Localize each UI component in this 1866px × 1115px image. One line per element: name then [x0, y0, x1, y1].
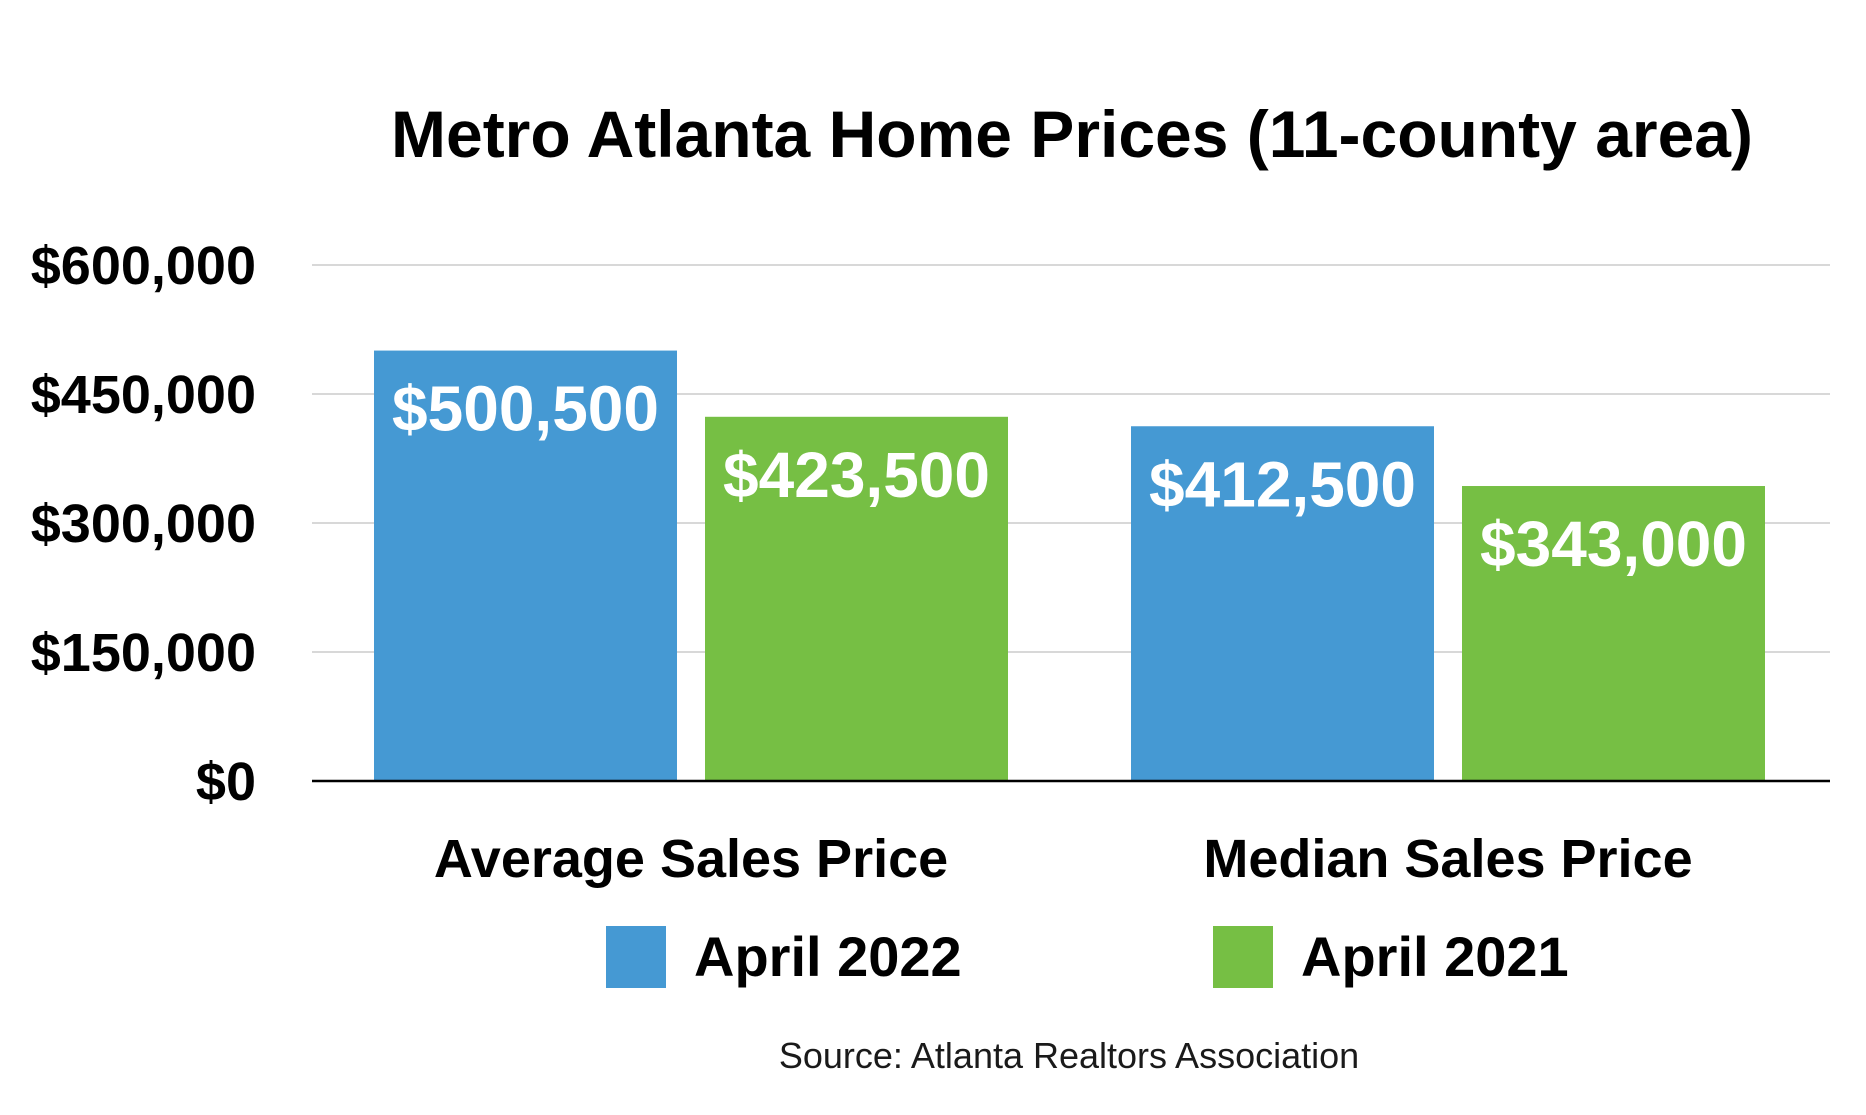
x-category-label: Average Sales Price [434, 829, 948, 889]
bar [374, 350, 677, 781]
y-tick-label: $150,000 [31, 623, 256, 683]
bar-value-label: $343,000 [1480, 508, 1747, 580]
chart-title: Metro Atlanta Home Prices (11-county are… [391, 97, 1753, 171]
legend-label: April 2021 [1301, 925, 1569, 988]
axis-layer: $0 $150,000 $300,000 $450,000 $600,000 Averag… [31, 236, 1830, 889]
bar-value-label: $423,500 [723, 439, 990, 511]
y-tick-label: $600,000 [31, 236, 256, 296]
legend-label: April 2022 [694, 925, 962, 988]
y-tick-label: $0 [196, 752, 256, 812]
bar-layer: $500,500 $423,500 $412,500 $343,000 [374, 350, 1765, 781]
bar [1462, 486, 1765, 781]
legend-swatch [606, 926, 666, 988]
bar-value-label: $500,500 [392, 373, 659, 445]
y-tick-label: $300,000 [31, 494, 256, 554]
bar-value-label: $412,500 [1149, 448, 1416, 520]
y-tick-label: $450,000 [31, 365, 256, 425]
source-note: Source: Atlanta Realtors Association [779, 1035, 1359, 1076]
bar [1131, 426, 1434, 781]
bar [705, 416, 1008, 781]
x-category-label: Median Sales Price [1203, 829, 1692, 889]
legend: April 2022 April 2021 [606, 925, 1569, 988]
legend-swatch [1213, 926, 1273, 988]
